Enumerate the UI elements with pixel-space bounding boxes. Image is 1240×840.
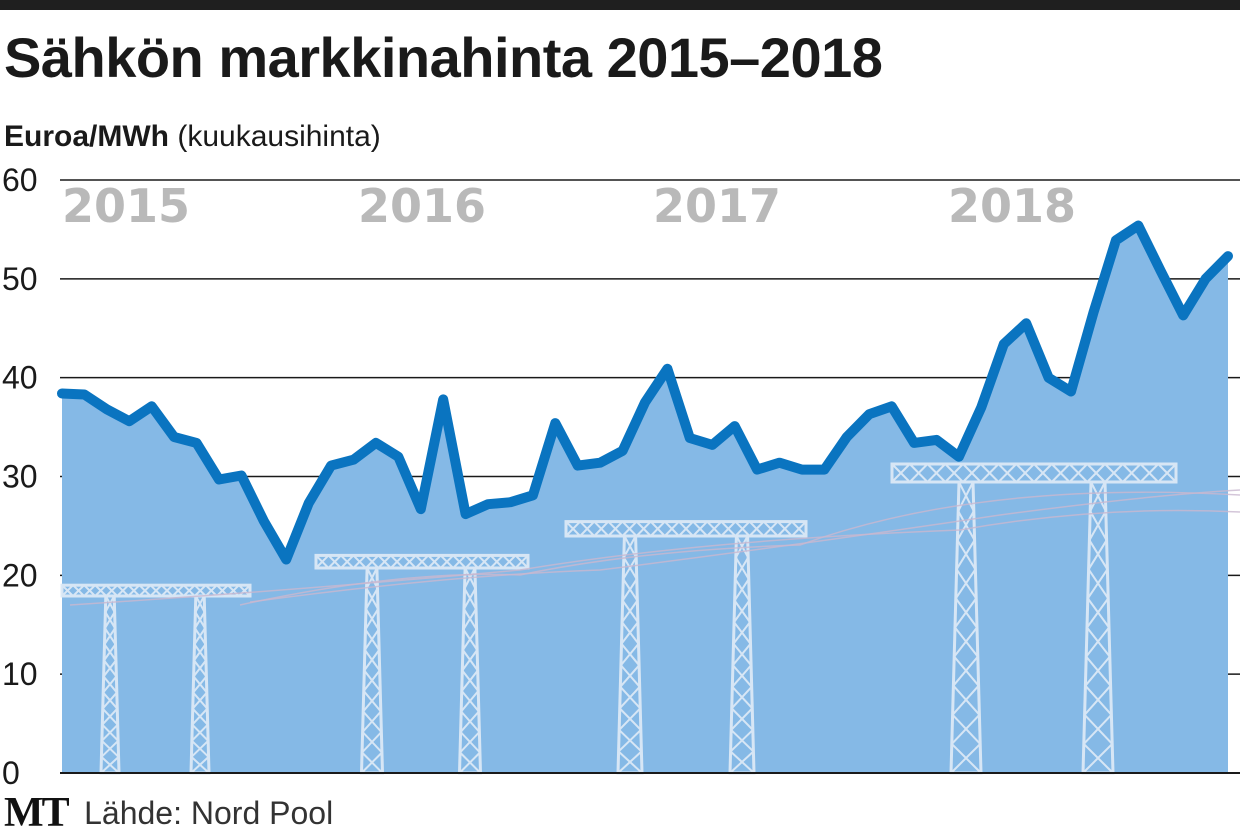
year-label: 2017 — [653, 179, 781, 233]
chart-subtitle: Euroa/MWh (kuukausihinta) — [4, 122, 381, 152]
y-tick-label: 50 — [2, 261, 38, 297]
y-tick-label: 60 — [2, 162, 38, 198]
power-line-illustration — [60, 462, 1240, 775]
price-area — [62, 225, 1228, 773]
footer: MT Lähde: Nord Pool — [4, 790, 333, 836]
mt-logo: MT — [4, 790, 70, 836]
y-tick-label: 0 — [2, 755, 20, 790]
y-tick-label: 40 — [2, 360, 38, 396]
price-line — [57, 220, 1233, 565]
y-tick-label: 20 — [2, 557, 38, 593]
y-tick-label: 10 — [2, 656, 38, 692]
year-label: 2015 — [62, 179, 190, 233]
y-tick-label: 30 — [2, 459, 38, 495]
y-axis-note: (kuukausihinta) — [177, 120, 381, 153]
price-chart: 0 10 20 30 40 50 60 2015 2016 2017 2018 — [2, 162, 1240, 790]
year-labels: 2015 2016 2017 2018 — [62, 179, 1076, 233]
year-label: 2016 — [358, 179, 486, 233]
top-rule — [0, 0, 1240, 10]
y-tick-labels: 0 10 20 30 40 50 60 — [2, 162, 38, 790]
year-label: 2018 — [948, 179, 1076, 233]
source-label: Lähde: Nord Pool — [84, 795, 334, 831]
y-axis-unit: Euroa/MWh — [4, 120, 169, 153]
pylon-graphic — [60, 583, 252, 775]
chart-title: Sähkön markkinahinta 2015–2018 — [4, 26, 883, 89]
pylon-graphic — [890, 462, 1178, 775]
